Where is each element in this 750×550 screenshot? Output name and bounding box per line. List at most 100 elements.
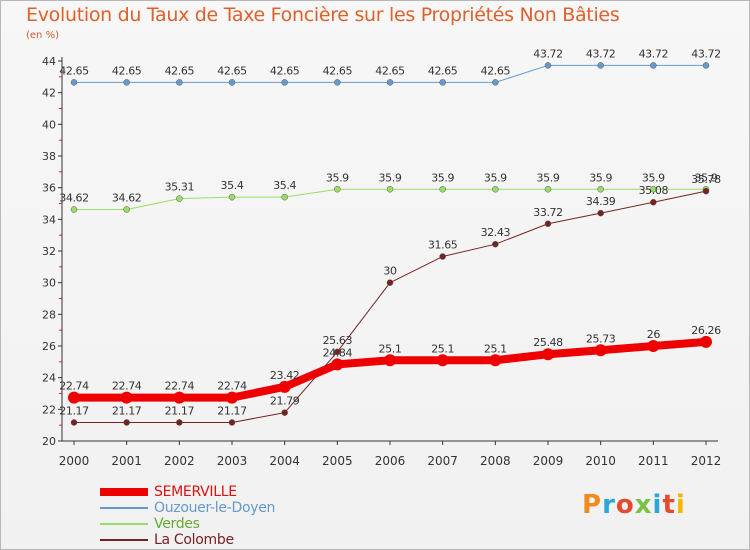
chart-title: Evolution du Taux de Taxe Foncière sur l… (26, 4, 620, 26)
data-label: 30 (383, 265, 397, 278)
data-point (228, 419, 236, 426)
data-point (650, 198, 657, 206)
data-label: 21.17 (165, 404, 195, 417)
data-point (544, 220, 552, 228)
data-point (597, 209, 604, 217)
data-point (68, 391, 80, 404)
y-tick-label: 36 (42, 182, 56, 195)
data-label: 35.9 (642, 171, 665, 184)
x-tick-label: 2002 (164, 454, 195, 468)
data-point (386, 279, 394, 286)
data-label: 21.79 (270, 395, 300, 408)
data-point (70, 206, 78, 213)
data-label: 35.4 (221, 179, 244, 192)
data-label: 42.65 (481, 64, 511, 77)
legend-swatch (100, 488, 148, 496)
data-label: 35.08 (639, 184, 669, 197)
unit-label: (en %) (26, 30, 59, 41)
y-tick-label: 22 (42, 403, 56, 416)
data-point (386, 79, 394, 86)
data-label: 43.72 (639, 47, 669, 60)
data-label: 35.9 (431, 171, 454, 184)
data-label: 42.65 (428, 64, 458, 77)
legend-swatch (100, 523, 148, 525)
data-label: 42.65 (323, 64, 353, 77)
x-tick-label: 2003 (217, 454, 248, 468)
data-point (123, 419, 130, 426)
data-point (70, 419, 78, 426)
x-tick-label: 2007 (427, 454, 458, 468)
data-point (594, 344, 607, 357)
data-point (173, 391, 186, 404)
y-tick-label: 40 (42, 118, 56, 131)
data-label: 35.9 (326, 171, 349, 184)
data-point (647, 340, 660, 352)
data-point (176, 79, 183, 86)
x-tick-label: 2000 (59, 454, 90, 468)
data-label: 35.9 (589, 171, 612, 184)
data-point (650, 186, 657, 193)
data-label: 21.17 (217, 404, 247, 417)
data-point (226, 391, 238, 404)
data-label: 22.74 (217, 380, 247, 393)
data-label: 24.84 (323, 346, 353, 359)
data-point (120, 391, 133, 404)
legend-label: Ouzouer-le-Doyen (154, 500, 276, 516)
data-label: 43.72 (586, 47, 616, 60)
data-point (544, 62, 552, 69)
data-label: 34.62 (59, 192, 89, 205)
data-point (123, 206, 130, 213)
data-point (281, 79, 288, 86)
data-point (492, 240, 499, 248)
y-tick-label: 32 (42, 245, 56, 258)
data-label: 25.73 (586, 332, 616, 345)
data-label: 34.62 (112, 192, 142, 205)
data-point (281, 409, 288, 416)
data-point (650, 62, 657, 69)
y-tick-label: 20 (42, 435, 56, 448)
data-label: 35.9 (537, 171, 560, 184)
line-chart: 20 22 24 26 28 30 32 34 36 38 40 42 44 2000 2001 2002 20… (42, 47, 722, 468)
data-label: 35.9 (379, 171, 402, 184)
data-label: 26 (647, 328, 661, 341)
data-label: 25.48 (533, 336, 563, 349)
data-label: 22.74 (112, 380, 142, 393)
data-label: 35.4 (273, 179, 296, 192)
y-tick-label: 30 (42, 277, 56, 290)
legend-swatch (100, 539, 148, 541)
legend-label: La Colombe (154, 532, 234, 548)
x-tick-label: 2006 (375, 454, 406, 468)
data-label: 42.65 (217, 64, 247, 77)
y-tick-label: 34 (42, 213, 56, 226)
data-point (334, 348, 341, 356)
data-label: 43.72 (533, 47, 563, 60)
data-label: 42.65 (270, 64, 300, 77)
data-label: 32.43 (481, 226, 511, 239)
data-label: 25.1 (484, 342, 507, 355)
data-point (334, 186, 341, 193)
data-label: 35.9 (695, 171, 718, 184)
data-label: 35.9 (484, 171, 507, 184)
data-label: 25.1 (431, 342, 454, 355)
legend-label: SEMERVILLE (154, 484, 237, 500)
data-point (386, 186, 394, 193)
data-point (331, 358, 344, 371)
data-point (702, 187, 710, 195)
data-label: 33.72 (533, 206, 563, 219)
x-tick-label: 2005 (322, 454, 353, 468)
data-point (278, 380, 291, 393)
data-label: 22.74 (165, 380, 195, 393)
data-point (492, 186, 499, 193)
data-point (492, 79, 499, 86)
data-label: 21.17 (59, 404, 89, 417)
data-label: 23.42 (270, 369, 300, 382)
data-point (439, 253, 446, 260)
x-tick-label: 2010 (585, 454, 616, 468)
y-tick-label: 28 (42, 308, 56, 321)
x-tick-label: 2009 (533, 454, 564, 468)
data-point (439, 186, 446, 193)
data-label: 34.39 (586, 195, 616, 208)
x-tick-label: 2011 (638, 454, 669, 468)
y-tick-label: 26 (42, 340, 56, 353)
